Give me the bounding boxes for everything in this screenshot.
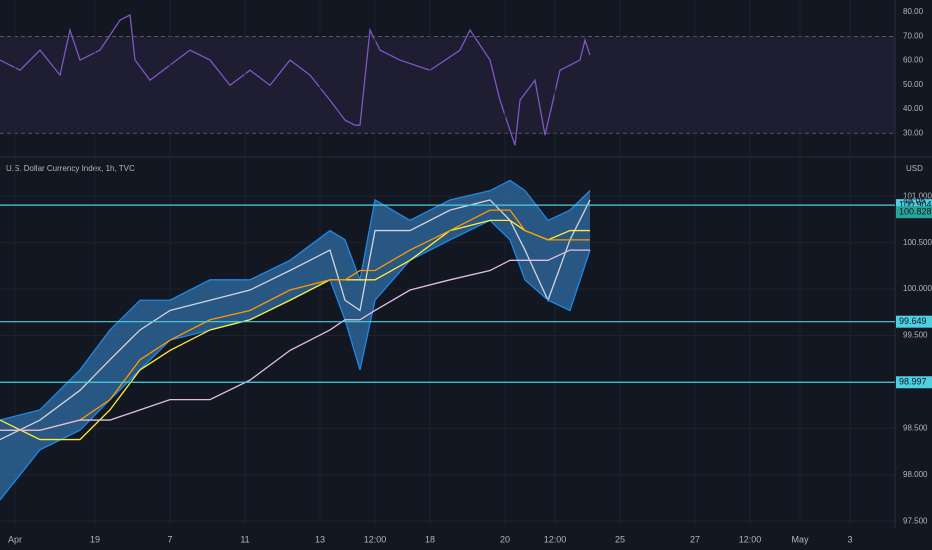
x-tick-label: 12:00 bbox=[544, 534, 567, 544]
series-line bbox=[0, 249, 590, 431]
level-tag bbox=[896, 315, 932, 328]
x-tick-label: May bbox=[791, 534, 809, 544]
level-label: 100.904 bbox=[899, 200, 932, 210]
last-price: 100.828 bbox=[899, 207, 932, 217]
chart-title: U.S. Dollar Currency Index, 1h, TVC bbox=[6, 164, 135, 173]
x-tick-label: 3 bbox=[847, 534, 852, 544]
rsi-band bbox=[0, 36, 895, 134]
price-tag bbox=[896, 206, 932, 219]
y-tick-label: 80.00 bbox=[903, 7, 924, 16]
y-tick-label: 100.000 bbox=[903, 284, 932, 293]
y-tick-label: 97.500 bbox=[903, 516, 928, 525]
level-tag bbox=[896, 376, 932, 389]
x-tick-label: 11 bbox=[240, 534, 249, 544]
x-tick-label: 12:00 bbox=[364, 534, 387, 544]
series-line bbox=[0, 209, 590, 431]
y-tick-label: 100.500 bbox=[903, 238, 932, 247]
x-tick-label: Apr bbox=[8, 534, 22, 544]
currency: USD bbox=[906, 164, 923, 173]
x-tick-label: 7 bbox=[167, 534, 172, 544]
x-tick-label: 18 bbox=[425, 534, 435, 544]
x-tick-label: 20 bbox=[500, 534, 510, 544]
y-tick-label: 98.500 bbox=[903, 424, 928, 433]
x-tick-label: 19 bbox=[90, 534, 100, 544]
series-line bbox=[0, 199, 591, 441]
x-tick-label: 27 bbox=[690, 534, 700, 544]
x-tick-label: 25 bbox=[615, 534, 625, 544]
series-line bbox=[0, 179, 591, 421]
x-tick-label: 13 bbox=[315, 534, 325, 544]
band-area bbox=[0, 180, 590, 500]
y-tick-label: 70.00 bbox=[903, 31, 924, 40]
y-tick-label: 40.00 bbox=[903, 104, 924, 113]
y-tick-label: 98.000 bbox=[903, 470, 928, 479]
y-tick-label: 101.000 bbox=[903, 191, 932, 200]
x-tick-label: 12:00 bbox=[739, 534, 762, 544]
level-label: 98.997 bbox=[899, 377, 927, 387]
countdown: 48:05 bbox=[903, 196, 926, 206]
y-tick-label: 99.500 bbox=[903, 331, 928, 340]
level-label: 99.649 bbox=[899, 316, 927, 326]
y-tick-label: 60.00 bbox=[903, 56, 924, 65]
y-tick-label: 50.00 bbox=[903, 80, 924, 89]
y-tick-label: 30.00 bbox=[903, 128, 924, 137]
series-line bbox=[0, 14, 591, 146]
